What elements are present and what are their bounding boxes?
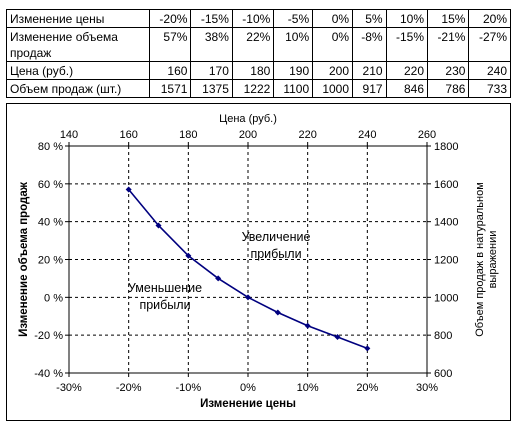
annotation-increase: Увеличение	[242, 230, 311, 244]
y2-tick-label: 1200	[434, 255, 458, 267]
table-cell: 240	[468, 61, 511, 80]
table-cell: 200	[312, 61, 354, 80]
y-tick-label: 40 %	[38, 217, 63, 229]
table-cell: 1375	[190, 79, 233, 98]
table-cell: 0%	[312, 9, 354, 28]
data-point	[185, 252, 192, 259]
table-cell: 0%	[312, 27, 354, 62]
table-row: Объем продаж (шт.) 1571 1375 1222 1100 1000 91…	[6, 79, 511, 98]
table-cell: -15%	[190, 9, 233, 28]
table-cell: 170	[190, 61, 233, 80]
table-cell: 10%	[385, 9, 429, 28]
table-cell: 1100	[273, 79, 314, 98]
x-tick-label: 30%	[416, 382, 438, 394]
data-point	[364, 345, 371, 352]
table-cell: -21%	[427, 27, 470, 62]
data-table: Изменение цены -20% -15% -10% -5% 0% 5% 10% 15% 2…	[6, 9, 511, 98]
data-point	[125, 186, 132, 193]
y2-tick-label: 600	[434, 368, 452, 380]
y-tick-label: -40 %	[34, 368, 63, 380]
x-tick-label: -10%	[175, 382, 201, 394]
table-cell: 190	[273, 61, 314, 80]
y-tick-label: 60 %	[38, 179, 63, 191]
table-cell: 230	[427, 61, 470, 80]
x2-axis-title: Цена (руб.)	[219, 113, 277, 125]
table-cell: 786	[427, 79, 470, 98]
x-tick-label: 0%	[240, 382, 256, 394]
x-tick-label: -20%	[116, 382, 142, 394]
annotation-decrease: Уменьшение	[128, 281, 202, 295]
table-cell: 15%	[427, 9, 470, 28]
data-point	[304, 322, 311, 329]
y2-axis-title-line: выражении	[487, 231, 499, 289]
table-cell: 733	[468, 79, 511, 98]
x-tick-label: 10%	[297, 382, 319, 394]
table-cell: 917	[352, 79, 387, 98]
table-cell: 220	[385, 61, 429, 80]
row-label: Объем продаж (шт.)	[6, 79, 150, 98]
row-label: Изменение цены	[6, 9, 150, 28]
x2-tick-label: 220	[298, 129, 316, 141]
row-label: Изменение объема продаж	[6, 27, 150, 62]
table-cell: -20%	[148, 9, 192, 28]
table-cell: 180	[231, 61, 275, 80]
table-cell: 5%	[352, 9, 387, 28]
y2-tick-label: 1400	[434, 217, 458, 229]
data-point	[334, 334, 341, 341]
x2-tick-label: 140	[60, 129, 78, 141]
table-cell: -15%	[385, 27, 429, 62]
x-tick-label: -30%	[56, 382, 82, 394]
y-axis-title: Изменение объема продаж	[18, 181, 30, 337]
table-cell: -8%	[352, 27, 387, 62]
table-cell: 38%	[190, 27, 233, 62]
y-tick-label: -20 %	[34, 330, 63, 342]
x-axis-title: Изменение цены	[200, 398, 296, 410]
y-tick-label: 0 %	[44, 292, 63, 304]
table-cell: 1571	[148, 79, 192, 98]
y2-axis-title: Объем продаж в натуральном выражении	[474, 182, 499, 337]
table-cell: 160	[148, 61, 192, 80]
table-cell: 846	[385, 79, 429, 98]
table-cell: -10%	[231, 9, 275, 28]
x2-tick-label: 200	[239, 129, 257, 141]
table-cell: 57%	[148, 27, 192, 62]
x2-tick-label: 160	[119, 129, 137, 141]
table-cell: 20%	[468, 9, 511, 28]
y2-tick-label: 800	[434, 330, 452, 342]
y2-tick-label: 1800	[434, 141, 458, 153]
table-cell: -27%	[468, 27, 511, 62]
chart-frame: -30% -20% -10% 0% 10% 20% 30% 140 160 180 200 220 24…	[6, 103, 511, 421]
row-label: Цена (руб.)	[6, 61, 150, 80]
table-row: Изменение цены -20% -15% -10% -5% 0% 5% 10% 15% 2…	[6, 9, 511, 28]
data-point	[245, 294, 251, 301]
y-tick-label: 20 %	[38, 255, 63, 267]
table-cell: 1222	[231, 79, 275, 98]
table-cell: 10%	[273, 27, 314, 62]
x2-tick-label: 180	[179, 129, 197, 141]
x2-tick-label: 240	[358, 129, 376, 141]
data-point	[215, 275, 222, 282]
table-row: Изменение объема продаж 57% 38% 22% 10% 0% -8%…	[6, 27, 511, 62]
x-tick-label: 20%	[356, 382, 378, 394]
y2-tick-label: 1000	[434, 292, 458, 304]
data-point	[155, 222, 162, 229]
table-cell: -5%	[273, 9, 314, 28]
table-row: Цена (руб.) 160 170 180 190 200 210 220 230 240	[6, 61, 511, 80]
data-point	[274, 309, 281, 316]
table-cell: 210	[352, 61, 387, 80]
y2-axis-title-line: Объем продаж в натуральном	[474, 182, 486, 337]
table-cell: 22%	[231, 27, 275, 62]
x2-tick-label: 260	[418, 129, 436, 141]
annotation-decrease: прибыли	[139, 298, 190, 312]
y-tick-label: 80 %	[38, 141, 63, 153]
price-volume-chart: -30% -20% -10% 0% 10% 20% 30% 140 160 180 200 220 24…	[18, 113, 499, 410]
y2-tick-label: 1600	[434, 179, 458, 191]
annotation-increase: прибыли	[250, 247, 301, 261]
table-cell: 1000	[312, 79, 354, 98]
